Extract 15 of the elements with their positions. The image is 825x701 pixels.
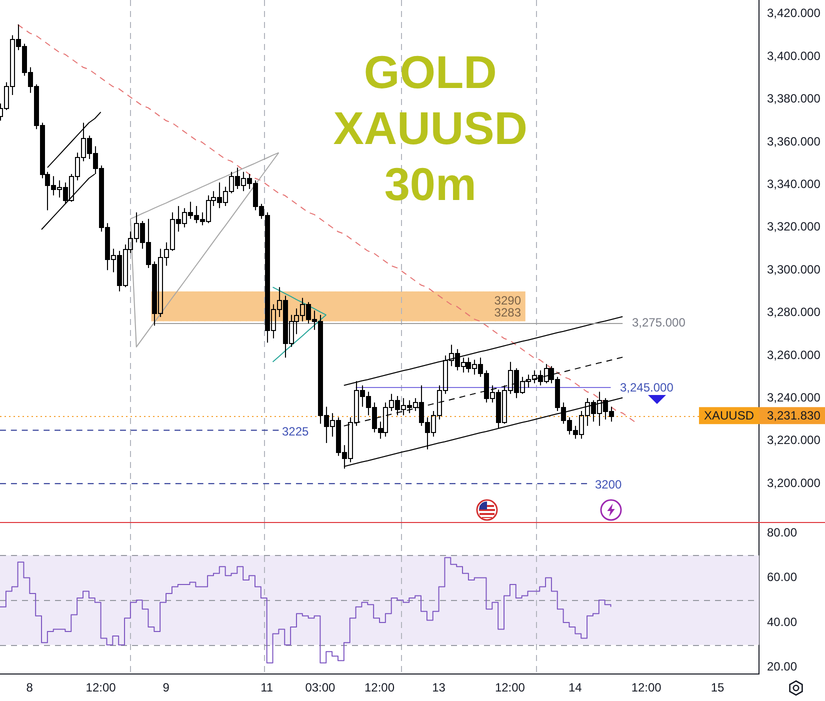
x-tick-label: 03:00 [305, 680, 336, 695]
x-tick-label: 8 [26, 680, 34, 695]
x-tick-label: 12:00 [86, 680, 116, 695]
x-tick-label: 12:00 [631, 680, 662, 695]
x-tick-label: 12:00 [494, 680, 526, 695]
x-tick-label: 12:00 [364, 680, 395, 695]
y-tick-label: 40.00 [767, 614, 798, 629]
x-tick-label: 9 [162, 680, 170, 695]
x-tick-label: 14 [568, 680, 582, 695]
x-tick-label: 15 [710, 680, 724, 695]
y-tick-label: 80.00 [767, 525, 798, 540]
x-tick-label: 11 [260, 680, 274, 695]
x-tick-label: 13 [432, 680, 446, 695]
y-tick-label: 60.00 [767, 570, 798, 584]
y-tick-label: 20.00 [767, 660, 798, 674]
